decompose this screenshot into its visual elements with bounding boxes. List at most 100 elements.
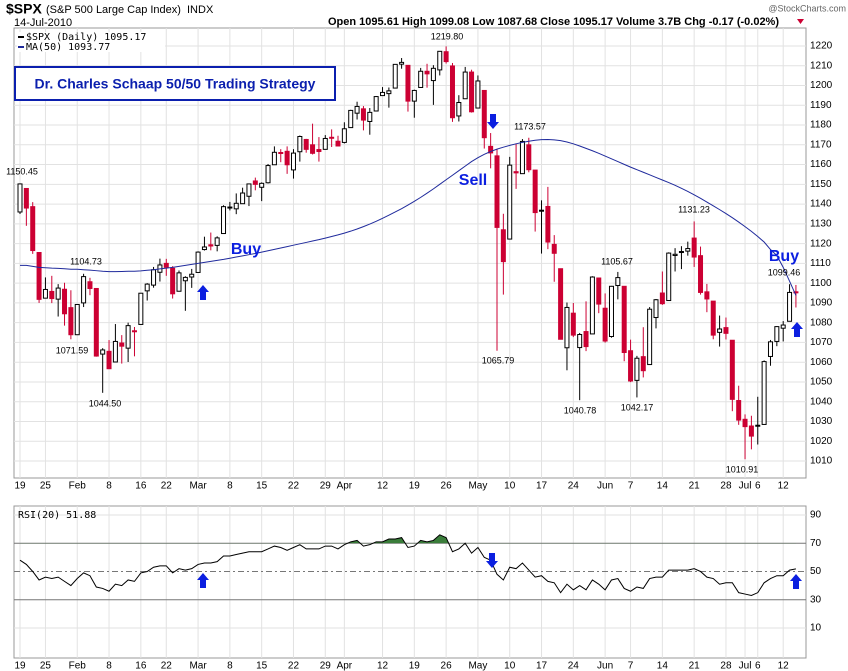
x-tick-label: 19 (409, 661, 421, 671)
y-tick-label: 1130 (810, 218, 832, 229)
y-tick-label: 1040 (810, 396, 833, 407)
legend-bg (17, 32, 165, 52)
x-tick-label: 7 (628, 661, 634, 671)
rsi-panel (13, 505, 807, 659)
candle-body (36, 252, 42, 300)
price-annotation: 1065.79 (482, 355, 515, 365)
candle-body (138, 292, 144, 325)
candle-body (685, 248, 691, 252)
x-tick-label: May (468, 661, 487, 671)
candle-body (341, 128, 347, 143)
x-tick-label: 10 (504, 481, 516, 492)
price-annotation: 1040.78 (564, 405, 597, 415)
x-tick-label: 15 (256, 661, 268, 671)
x-tick-label: 19 (14, 481, 26, 492)
candle-body (570, 312, 576, 336)
x-tick-label: 21 (689, 661, 701, 671)
candle-body (526, 144, 532, 171)
y-tick-label: 1220 (810, 41, 833, 52)
y-tick-label: 1150 (810, 179, 832, 190)
candle-body (513, 171, 519, 174)
candle-body (233, 202, 239, 210)
x-tick-label: 22 (161, 481, 173, 492)
candle-body (399, 61, 405, 65)
candle-body (767, 341, 773, 357)
x-tick-label: 21 (689, 481, 701, 492)
price-annotation: 1150.45 (6, 166, 38, 176)
candle-body (564, 306, 570, 349)
candle-body (647, 308, 653, 366)
candle-body (443, 51, 449, 63)
buy-arrow (790, 574, 802, 589)
signal-label: Sell (459, 172, 487, 189)
x-tick-label: Feb (69, 661, 87, 671)
x-tick-label: 19 (409, 481, 421, 492)
x-tick-label: Jun (597, 481, 613, 492)
y-tick-label: 1090 (810, 298, 833, 309)
candle-body (49, 290, 55, 300)
y-tick-label: 1120 (810, 238, 832, 249)
x-tick-label: 22 (161, 661, 173, 671)
price-annotation: 1042.17 (621, 402, 654, 412)
x-tick-label: Jul (739, 481, 752, 492)
candle-body (678, 251, 684, 254)
price-annotation: 1104.73 (70, 256, 102, 266)
x-tick-label: 14 (657, 661, 669, 671)
candle-body (475, 80, 481, 109)
candle-body (316, 149, 322, 153)
candle-body (545, 205, 551, 243)
candle-body (424, 70, 430, 75)
candle-body (87, 281, 93, 289)
candle-body (354, 105, 360, 114)
x-tick-label: 6 (755, 481, 761, 492)
candle-body (23, 187, 29, 209)
candle-body (729, 339, 735, 400)
candle-body (360, 108, 366, 121)
x-tick-label: Apr (337, 661, 353, 671)
x-tick-label: 17 (536, 481, 548, 492)
candle-body (723, 327, 729, 334)
y-tick-label: 1190 (810, 100, 832, 111)
price-annotation: 1010.91 (726, 464, 759, 474)
candle-body (100, 349, 106, 355)
y-tick-label: 90 (810, 510, 822, 521)
price-annotation: 1099.46 (768, 267, 801, 277)
y-tick-label: 50 (810, 566, 822, 577)
candle-body (621, 285, 627, 354)
candle-body (386, 90, 392, 95)
candle-body (640, 356, 646, 372)
rsi-line (19, 534, 797, 597)
candle-body (221, 206, 227, 235)
x-tick-label: Feb (69, 481, 87, 492)
x-tick-label: 26 (441, 661, 453, 671)
y-tick-label: 1110 (810, 258, 831, 269)
x-tick-label: May (468, 481, 487, 492)
date: 14-Jul-2010 (14, 17, 72, 29)
x-tick-label: 25 (40, 481, 52, 492)
candle-body (131, 330, 137, 333)
candle-body (297, 135, 303, 153)
candle-body (271, 151, 277, 166)
candle-body (335, 140, 341, 147)
candle-body (698, 255, 704, 293)
candle-body (42, 288, 48, 299)
candle-body (653, 299, 659, 319)
candle-body (380, 91, 386, 97)
price-annotation: 1173.57 (514, 121, 546, 131)
candle-body (418, 70, 424, 88)
buy-arrow (791, 322, 803, 337)
y-tick-label: 1170 (810, 139, 832, 150)
x-tick-label: 12 (778, 481, 790, 492)
price-annotation: 1219.80 (431, 31, 464, 41)
candle-body (494, 155, 500, 228)
x-tick-label: 12 (778, 661, 790, 671)
ma-line (20, 138, 797, 296)
candle-body (787, 291, 793, 322)
y-tick-label: 1050 (810, 377, 833, 388)
candle-body (411, 89, 417, 102)
exchange: INDX (187, 4, 214, 16)
buy-arrow (197, 573, 209, 588)
x-tick-label: 16 (135, 661, 147, 671)
x-tick-label: Jun (597, 661, 613, 671)
candle-body (227, 206, 233, 209)
